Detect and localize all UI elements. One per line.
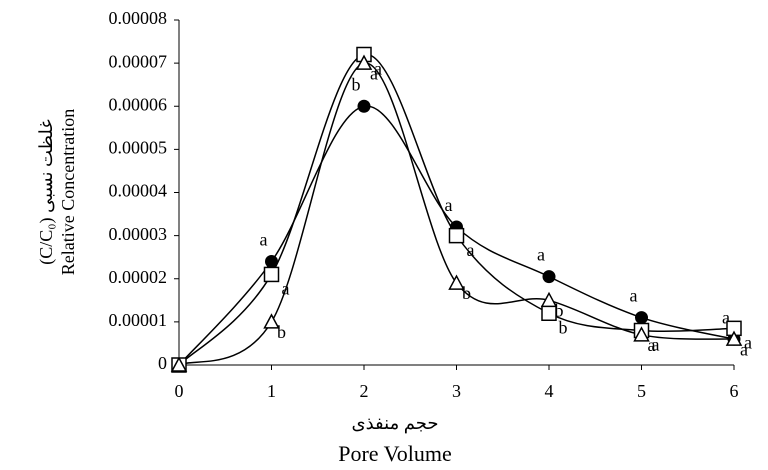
significance-letter: a	[652, 335, 660, 355]
point	[542, 270, 556, 284]
x-tick-label: 1	[267, 381, 276, 401]
x-tick-label: 6	[730, 381, 739, 401]
point	[633, 326, 650, 342]
point	[170, 356, 188, 372]
point	[448, 274, 465, 290]
point	[355, 54, 373, 70]
significance-letter: b	[462, 283, 471, 303]
significance-letter: a	[445, 195, 453, 215]
significance-letter: a	[722, 307, 730, 327]
significance-letter: b	[352, 74, 361, 94]
x-axis-title-fa: حجم منفذی	[352, 413, 439, 434]
y-tick-label: 0.00003	[109, 224, 168, 244]
point	[263, 313, 280, 329]
x-tick-label: 3	[452, 381, 461, 401]
series-line	[178, 53, 735, 366]
point	[265, 255, 278, 268]
y-tick-label: 0.00005	[109, 138, 168, 158]
x-tick-label: 0	[175, 381, 184, 401]
point	[357, 99, 371, 113]
significance-letter: a	[630, 286, 638, 306]
significance-letter: b	[277, 322, 286, 342]
significance-letter: b	[559, 317, 568, 337]
significance-letter: a	[467, 240, 475, 260]
significance-letter: a	[537, 245, 545, 265]
y-tick-label: 0	[158, 353, 167, 373]
x-tick-label: 4	[545, 381, 554, 401]
x-tick-label: 2	[360, 381, 369, 401]
y-axis-title-fa: (C/C₀) غلظت نسبی	[36, 119, 57, 265]
y-tick-label: 0.00007	[109, 51, 168, 71]
significance-letter: a	[374, 59, 382, 79]
y-tick-label: 0.00008	[109, 8, 168, 28]
significance-letter: a	[648, 335, 656, 355]
y-tick-label: 0.00006	[109, 94, 168, 114]
point	[448, 227, 465, 244]
y-tick-label: 0.00004	[109, 181, 168, 201]
significance-letter: a	[740, 339, 748, 359]
significance-letter: b	[555, 300, 564, 320]
significance-letter: a	[282, 279, 290, 299]
significance-letter: a	[744, 332, 752, 352]
y-tick-label: 0.00001	[109, 310, 168, 330]
x-tick-label: 5	[637, 381, 646, 401]
point	[725, 330, 743, 346]
y-axis-title: Relative Concentration	[58, 109, 78, 275]
significance-letter: a	[260, 230, 268, 250]
x-axis-title: Pore Volume	[338, 441, 451, 466]
y-tick-label: 0.00002	[109, 267, 168, 287]
point	[635, 311, 648, 325]
point	[263, 266, 280, 283]
significance-letter: a	[370, 63, 378, 83]
point	[540, 291, 558, 308]
